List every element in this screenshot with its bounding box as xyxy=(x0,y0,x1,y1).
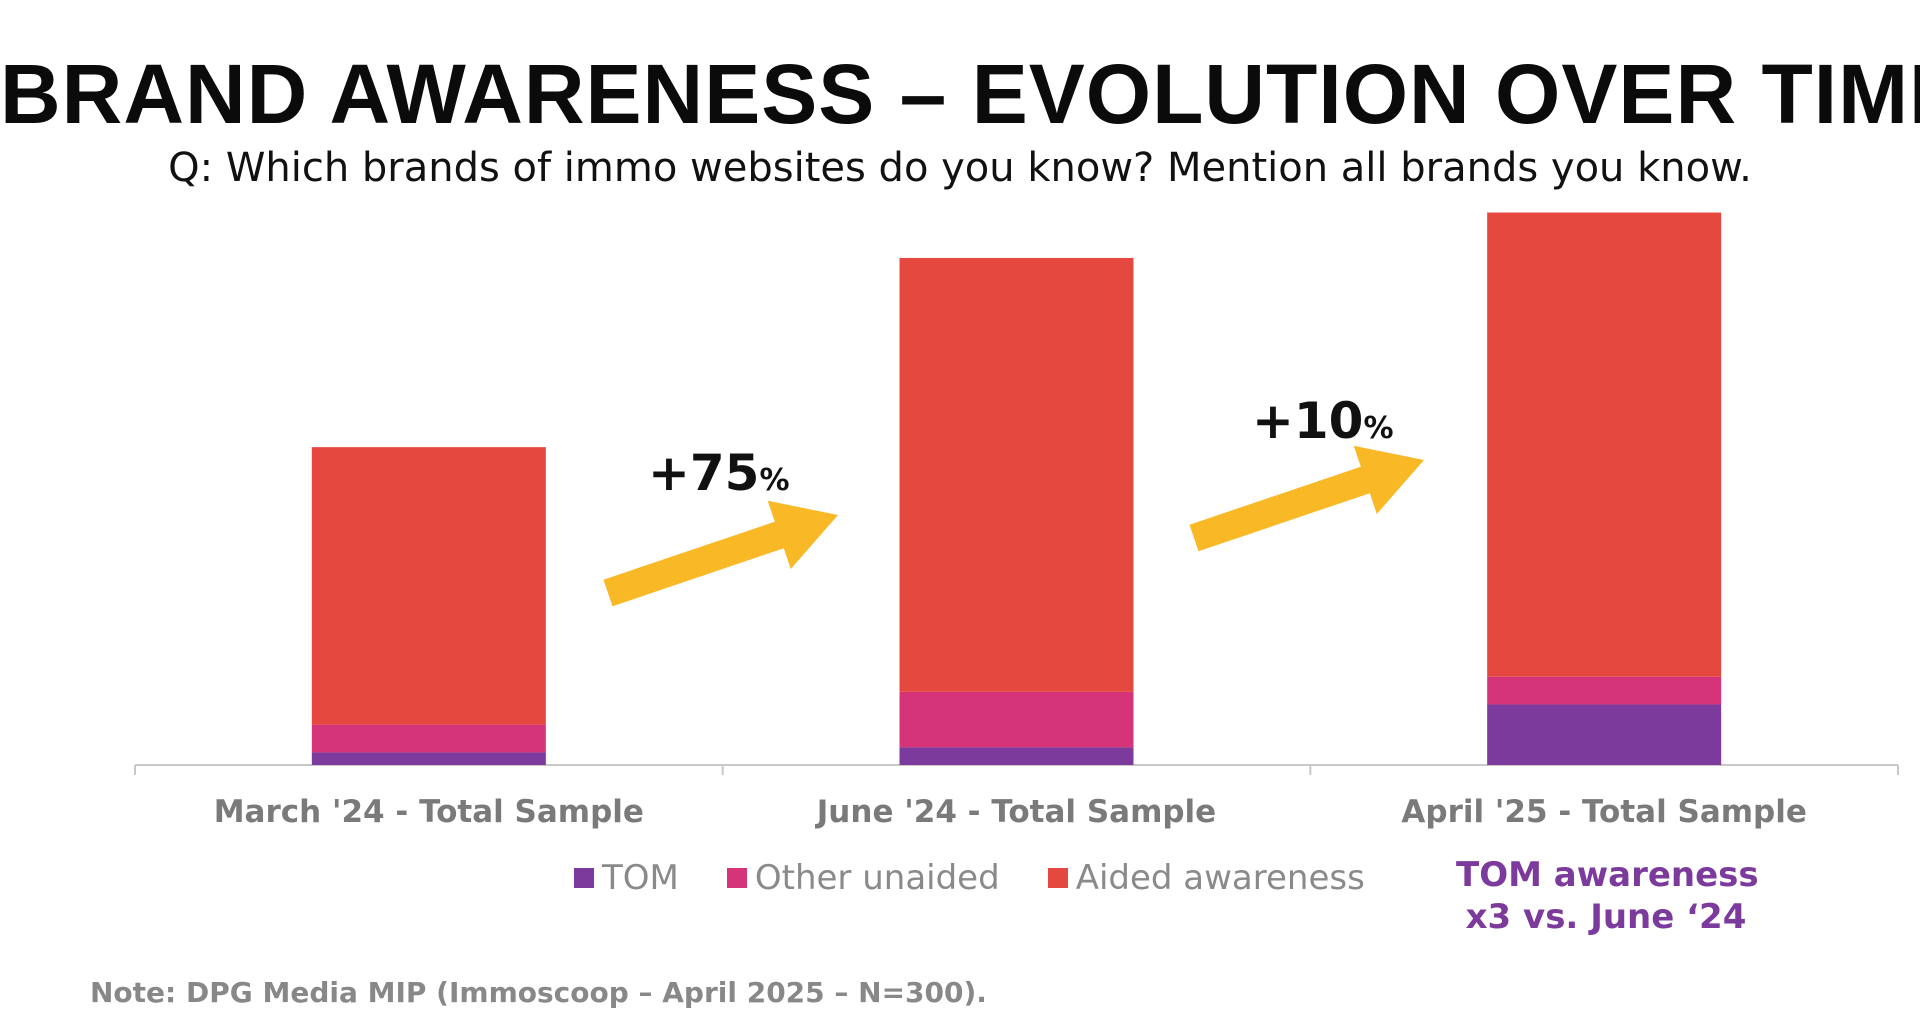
bar-segment-tom-1 xyxy=(899,747,1134,765)
bar-segment-other-unaided-1 xyxy=(899,691,1134,748)
callout-line-1: TOM awareness xyxy=(1456,855,1759,895)
legend-label-other-unaided: Other unaided xyxy=(754,858,1000,898)
source-note: Note: DPG Media MIP (Immoscoop – April 2… xyxy=(90,976,987,1009)
bar-segment-tom-0 xyxy=(311,752,546,765)
legend-item-aided-awareness: Aided awareness xyxy=(1047,858,1365,898)
legend-item-other-unaided: Other unaided xyxy=(726,858,1000,898)
bar-segment-aided-awareness-1 xyxy=(899,257,1134,692)
chart-legend: TOM Other unaided Aided awareness xyxy=(574,858,1365,898)
bar-segment-aided-awareness-0 xyxy=(311,447,546,725)
tom-awareness-callout: TOM awareness x3 vs. June ‘24 xyxy=(1456,854,1759,938)
legend-swatch-aided-awareness xyxy=(1047,868,1068,888)
growth-label: +75% xyxy=(648,444,790,502)
growth-arrow xyxy=(1189,445,1424,552)
bar-segment-tom-2 xyxy=(1487,704,1722,765)
x-tick-label: April '25 - Total Sample xyxy=(1401,794,1806,830)
page-subtitle: Q: Which brands of immo websites do you … xyxy=(168,145,1752,191)
legend-item-tom: TOM xyxy=(574,858,679,898)
x-tick-label: March '24 - Total Sample xyxy=(214,794,644,830)
legend-label-tom: TOM xyxy=(602,858,679,898)
page-title: BRAND AWARENESS – EVOLUTION OVER TIME xyxy=(0,47,1920,141)
legend-label-aided-awareness: Aided awareness xyxy=(1075,858,1365,898)
bar-segment-aided-awareness-2 xyxy=(1487,212,1722,677)
callout-line-2: x3 vs. June ‘24 xyxy=(1465,897,1747,937)
legend-swatch-tom xyxy=(574,868,594,888)
x-tick-label: June '24 - Total Sample xyxy=(815,794,1216,830)
legend-swatch-other-unaided xyxy=(726,868,747,888)
growth-label: +10% xyxy=(1252,392,1394,450)
bar-segment-other-unaided-2 xyxy=(1487,676,1722,705)
bar-segment-other-unaided-0 xyxy=(311,724,546,753)
growth-arrow xyxy=(603,500,838,607)
